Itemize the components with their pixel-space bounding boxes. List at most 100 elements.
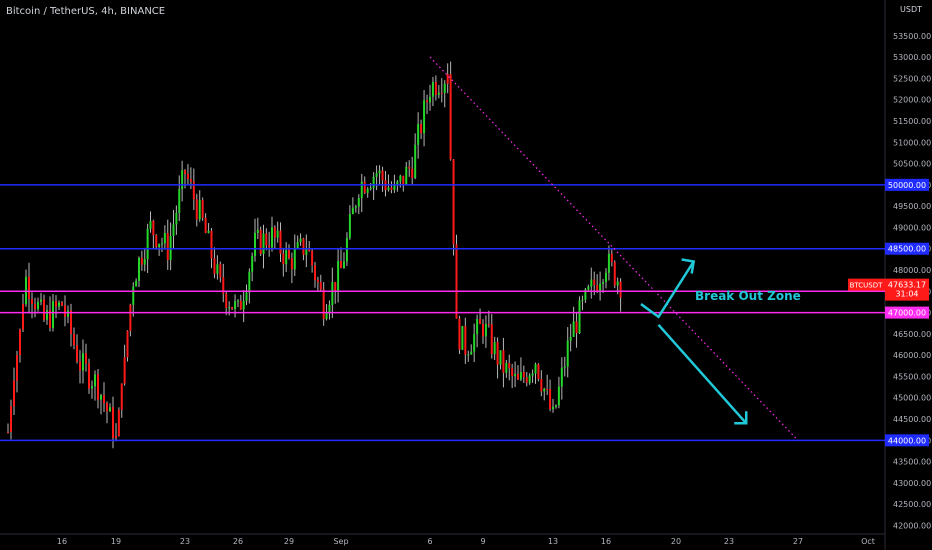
candle-body [52,301,54,328]
candle-body [28,276,30,300]
candle-body [599,283,602,291]
candle-body [437,92,440,95]
current-price-badge [885,278,929,301]
candle-body [207,230,210,233]
candle-body [10,406,12,432]
level-badge [885,242,929,255]
candle-body [337,260,340,292]
candle-body [79,361,81,371]
candle-body [146,228,149,260]
candle-body [514,373,517,377]
x-tick-label: 29 [284,537,294,546]
candle-body [302,238,305,255]
candle-body [557,386,560,406]
candle-body [387,187,390,190]
candle-body [569,336,572,341]
candle-body [178,189,181,213]
candle-body [473,334,476,352]
candle-body [487,324,490,326]
candle-body [560,367,563,387]
x-tick-label: 9 [480,537,485,546]
candle-body [399,175,402,182]
candle-body [381,170,384,181]
candle-body [265,233,268,246]
candle-body [502,350,505,373]
candle-body [149,220,152,229]
candle-body [393,185,396,190]
candle-body [429,96,431,103]
candle-body [138,257,140,281]
candle-body [342,261,345,268]
candle-body [290,258,293,270]
candle-body [590,279,593,287]
candle-body [587,286,590,290]
candle-body [88,363,90,389]
level-badge [885,178,929,191]
candle-body [195,199,198,220]
candle-body [70,310,72,334]
candle-body [106,403,108,412]
candle-body [166,233,169,261]
candle-body [248,271,251,293]
candle-body [479,319,482,324]
candle-body [351,207,354,215]
candle-body [511,368,514,377]
candle-body [293,248,296,270]
candle-body [273,227,276,238]
candle-body [552,406,554,410]
candle-body [40,299,42,302]
candle-body [216,264,219,274]
candle-body [372,176,375,188]
candle-body [219,264,222,278]
candle-body [204,217,207,233]
candle-body [308,249,311,251]
breakout-up-arrow [640,260,695,319]
candle-body [546,388,549,390]
candle-body [584,289,587,300]
candle-body [423,100,426,134]
candle-body [455,244,458,319]
candle-body [242,300,245,310]
candle-body [434,82,437,95]
candle-body [311,250,314,266]
candle-body [528,375,531,383]
break-out-zone-label: Break Out Zone [695,289,801,303]
candle-body [279,230,282,254]
candle-body [67,310,69,317]
candle-body [305,249,308,255]
symbol-badge [848,278,885,291]
candle-body [566,340,569,367]
y-tick-label: 48000.00 [893,266,931,275]
trendline [429,56,799,441]
candle-body [325,313,328,319]
candle-body [322,289,325,319]
candle-body [426,100,429,103]
candle-body [531,373,534,376]
candle-body [505,363,508,373]
x-tick-label: 19 [111,537,121,546]
candle-body [172,224,175,236]
candle-body [254,232,256,257]
candle-body [201,200,204,218]
x-tick-label: 27 [793,537,803,546]
x-tick-label: 13 [548,537,558,546]
candle-body [493,342,496,355]
candle-body [575,321,578,334]
candle-body [363,181,366,193]
candle-body [245,292,248,301]
x-tick-label: 26 [233,537,243,546]
candle-body [7,431,9,433]
candle-body [82,353,84,371]
candle-body [115,436,117,438]
candle-body [237,300,239,302]
candle-body [140,257,143,265]
candle-body [537,364,540,379]
current-price-label: 47633.17 [888,281,926,290]
level-badge [885,434,929,447]
candle-body [161,243,163,245]
candle-body [61,302,63,306]
candle-body [37,301,39,310]
candle-body [135,280,138,287]
candle-body [126,331,129,358]
